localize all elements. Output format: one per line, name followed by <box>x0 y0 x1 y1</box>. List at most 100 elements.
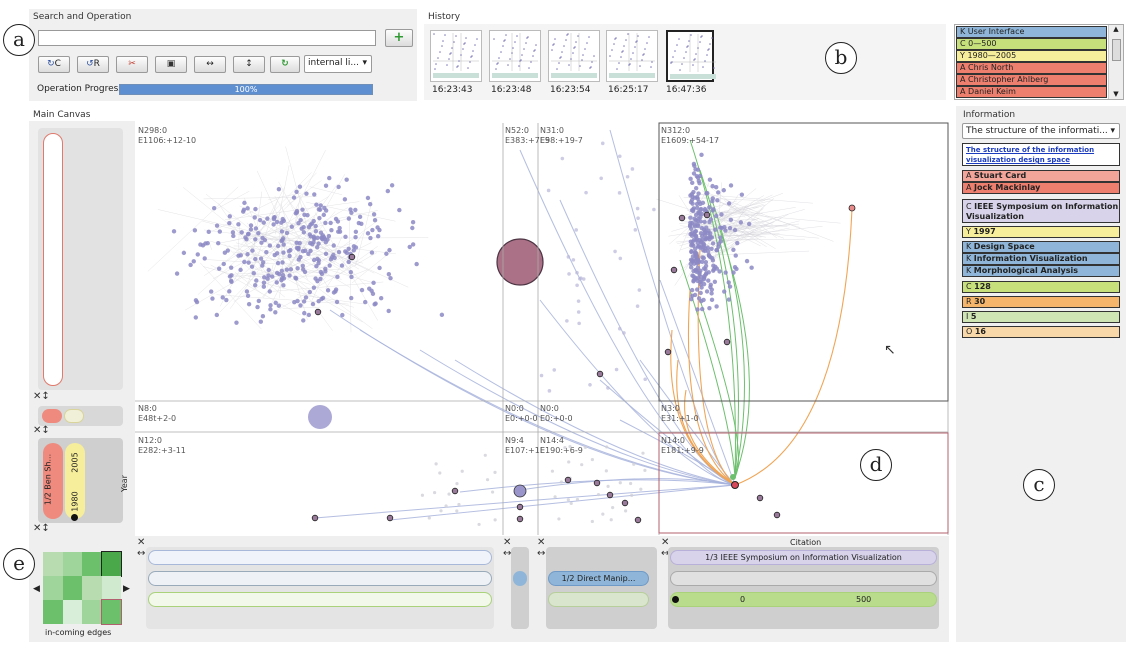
close-column-icon[interactable]: ✕ ↔ <box>503 537 512 559</box>
matrix-cell[interactable] <box>82 600 102 624</box>
close-shelf-icon[interactable]: ✕↕ <box>33 523 50 534</box>
matrix-cell[interactable] <box>62 600 82 624</box>
matrix-cell[interactable] <box>82 576 102 600</box>
info-item[interactable]: A Jock Mackinlay <box>962 182 1120 194</box>
info-item[interactable]: K Design Space <box>962 241 1120 253</box>
cell-node-count: N0:0 <box>540 404 559 413</box>
filter-item[interactable]: K User Interface <box>956 26 1107 38</box>
matrix-cell[interactable] <box>82 552 102 576</box>
filter-item[interactable]: A Chris North <box>956 62 1107 74</box>
cell-node-count: N9:4 <box>505 436 524 445</box>
bottom-shelf-2[interactable] <box>511 547 529 629</box>
history-thumbnail[interactable] <box>606 30 658 82</box>
cell-edge-count: E31:+1-0 <box>661 414 699 423</box>
range-handle-icon[interactable] <box>672 596 679 603</box>
bottom-pill-narrow[interactable] <box>513 571 527 586</box>
info-item[interactable]: K Morphological Analysis <box>962 265 1120 277</box>
paper-title-link[interactable]: The structure of the information visuali… <box>962 143 1120 166</box>
expand-horizontal-button[interactable]: ↔ <box>194 56 226 73</box>
refresh-icon: ↻ <box>281 59 289 69</box>
history-thumbnail[interactable] <box>548 30 600 82</box>
small-range-red[interactable] <box>42 409 62 423</box>
filter-item[interactable]: C 0—500 <box>956 38 1107 50</box>
info-item[interactable]: O 16 <box>962 326 1120 338</box>
matrix-cell[interactable] <box>100 551 122 577</box>
citation-range-pill[interactable] <box>670 592 937 607</box>
matrix-left-arrow-icon[interactable]: ◀ <box>33 584 40 594</box>
vertical-range-pill[interactable] <box>43 133 63 386</box>
filter-item[interactable]: A Christopher Ahlberg <box>956 74 1107 86</box>
delete-button[interactable]: ✂ <box>116 56 148 73</box>
year-author-pill[interactable] <box>43 443 63 519</box>
reset-button[interactable]: ↺R <box>77 56 109 73</box>
history-thumbnail[interactable] <box>430 30 482 82</box>
expand-vertical-button[interactable]: ↕ <box>233 56 265 73</box>
cell-label: N31:0 E98:+19-7 <box>540 126 583 146</box>
cell-node-count: N52:0 <box>505 126 529 135</box>
cell-label: N52:0 E383:+7E5 <box>505 126 550 146</box>
citation-pill[interactable]: 1/3 IEEE Symposium on Information Visual… <box>670 550 937 565</box>
cell-node-count: N12:0 <box>138 436 162 445</box>
layout-dropdown[interactable]: internal li... ▾ <box>304 55 372 73</box>
info-item[interactable]: C IEEE Symposium on Information Visualiz… <box>962 199 1120 223</box>
graph-area[interactable] <box>135 121 949 536</box>
bottom-pill-gray[interactable] <box>148 571 492 586</box>
filter-list-scrollbar[interactable]: ▲ ▼ <box>1108 25 1123 99</box>
matrix-cell[interactable] <box>100 599 122 625</box>
matrix-right-arrow-icon[interactable]: ▶ <box>123 584 130 594</box>
cell-label: N0:0 E0:+0-0 <box>540 404 573 424</box>
close-column-icon[interactable]: ✕ ↔ <box>661 537 670 559</box>
direct-manip-pill[interactable]: 1/2 Direct Manip... <box>548 571 649 586</box>
year-author-label: 1/2 Ben Sh... <box>43 453 53 506</box>
citation-range-start: 0 <box>740 595 746 604</box>
matrix-cell[interactable] <box>43 600 63 624</box>
info-item[interactable]: K Information Visualization <box>962 253 1120 265</box>
scroll-up-icon[interactable]: ▲ <box>1113 25 1119 33</box>
matrix-grid[interactable] <box>43 551 122 625</box>
search-input[interactable] <box>38 30 376 46</box>
history-thumbnail[interactable] <box>666 30 716 82</box>
filter-item[interactable]: A Daniel Keim <box>956 86 1107 98</box>
plus-icon: + <box>393 30 405 45</box>
close-shelf-icon[interactable]: ✕↕ <box>33 391 50 402</box>
matrix-cell[interactable] <box>101 576 121 600</box>
year-range-pill[interactable] <box>65 443 85 519</box>
bottom-pill-blue[interactable] <box>148 550 492 565</box>
close-column-icon[interactable]: ✕ ↔ <box>137 537 146 559</box>
info-item[interactable]: A Stuart Card <box>962 170 1120 182</box>
cell-label: N14:4 E190:+6-9 <box>540 436 583 456</box>
cell-label: N8:0 E48t+2-0 <box>138 404 176 424</box>
edge-matrix[interactable] <box>43 551 122 625</box>
bottom-pill-green[interactable] <box>148 592 492 607</box>
cluster-button[interactable]: ↻C <box>38 56 70 73</box>
matrix-cell[interactable] <box>62 552 82 576</box>
cell-label: N298:0 E1106:+12-10 <box>138 126 196 146</box>
add-search-button[interactable]: + <box>385 29 413 47</box>
info-item[interactable]: R 30 <box>962 296 1120 308</box>
history-time: 16:47:36 <box>666 85 707 95</box>
history-thumbnail[interactable] <box>489 30 541 82</box>
scroll-down-icon[interactable]: ▼ <box>1113 90 1119 98</box>
filter-item[interactable]: Y 1980—2005 <box>956 50 1107 62</box>
bottom-pill-green-2[interactable] <box>548 592 649 607</box>
progress-fill <box>120 85 372 94</box>
bottom-pill-gray-2[interactable] <box>670 571 937 586</box>
close-shelf-icon[interactable]: ✕↕ <box>33 425 50 436</box>
bottom-shelf-3[interactable] <box>546 547 657 629</box>
info-item[interactable]: I 5 <box>962 311 1120 323</box>
refresh-button[interactable]: ↻ <box>270 56 300 73</box>
matrix-cell[interactable] <box>62 576 82 600</box>
snapshot-button[interactable]: ▣ <box>155 56 187 73</box>
matrix-cell[interactable] <box>43 552 63 576</box>
filter-prefix: Y <box>960 51 965 60</box>
range-handle-icon[interactable] <box>71 514 78 521</box>
scroll-thumb[interactable] <box>1112 39 1121 61</box>
cell-label: N14:0 E181:+9-9 <box>661 436 704 456</box>
info-item[interactable]: C 128 <box>962 281 1120 293</box>
matrix-cell[interactable] <box>43 576 63 600</box>
info-prefix: O <box>966 327 973 336</box>
paper-select-dropdown[interactable]: The structure of the informati... ▾ <box>962 123 1120 139</box>
close-column-icon[interactable]: ✕ ↔ <box>537 537 546 559</box>
small-range-yellow[interactable] <box>64 409 84 423</box>
info-item[interactable]: Y 1997 <box>962 226 1120 238</box>
